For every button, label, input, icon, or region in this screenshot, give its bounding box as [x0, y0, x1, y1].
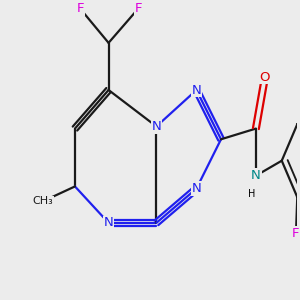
Text: O: O — [260, 70, 270, 84]
Text: N: N — [104, 216, 113, 230]
Text: N: N — [152, 120, 161, 133]
Text: CH₃: CH₃ — [32, 196, 53, 206]
Text: F: F — [76, 2, 84, 15]
Text: N: N — [251, 169, 261, 182]
Text: F: F — [292, 227, 300, 240]
Text: F: F — [134, 2, 142, 15]
Text: N: N — [192, 182, 201, 195]
Text: H: H — [248, 189, 255, 199]
Text: N: N — [192, 83, 201, 97]
